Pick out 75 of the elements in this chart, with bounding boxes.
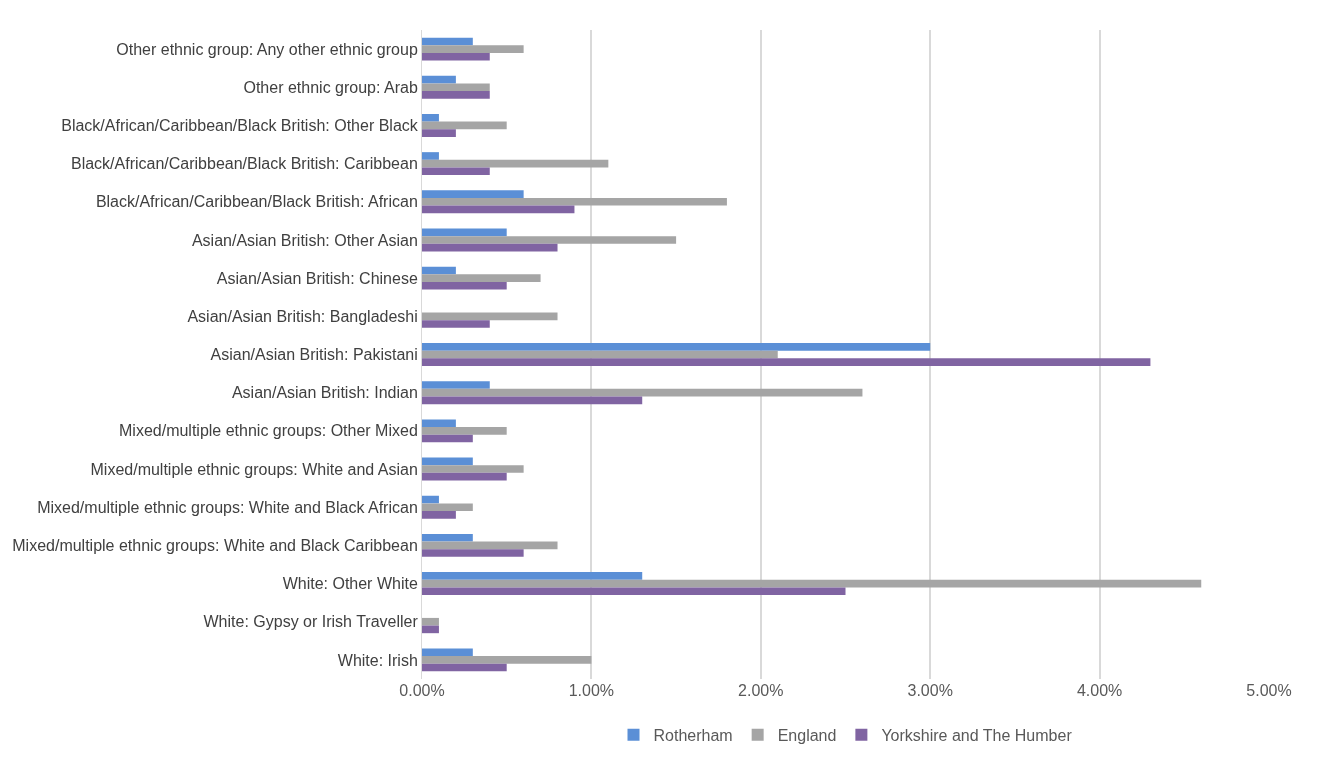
bar (422, 648, 473, 657)
bar (422, 320, 490, 328)
bar (422, 205, 575, 214)
bar (422, 266, 456, 275)
bar (422, 472, 507, 481)
bar (422, 434, 473, 443)
legend-label: Yorkshire and The Humber (881, 727, 1073, 745)
bar (422, 129, 456, 137)
bar (422, 197, 727, 206)
bar (422, 343, 931, 351)
x-tick-label: 1.00% (568, 682, 615, 699)
y-tick-label: Other ethnic group: Arab (243, 78, 418, 96)
y-tick-label: Asian/Asian British: Indian (231, 384, 418, 402)
bar (422, 663, 507, 672)
bar (422, 503, 473, 512)
y-tick-label: White: Irish (337, 651, 418, 669)
y-tick-label: Mixed/multiple ethnic groups: Other Mixed (119, 422, 418, 440)
bar (422, 625, 439, 634)
y-tick-label: Asian/Asian British: Bangladeshi (187, 307, 418, 325)
bar (422, 495, 439, 504)
x-tick-label: 0.00% (399, 682, 445, 699)
y-tick-label: Asian/Asian British: Chinese (216, 269, 418, 287)
y-tick-label: Black/African/Caribbean/Black British: African (95, 193, 418, 211)
bar (422, 236, 677, 244)
bar (422, 152, 439, 160)
bar (422, 274, 541, 282)
bar (422, 91, 490, 99)
bar (422, 388, 863, 397)
bar (422, 579, 1202, 588)
bar (422, 656, 592, 664)
bar (422, 511, 456, 519)
y-tick-label: White: Gypsy or Irish Traveller (203, 613, 419, 631)
bar (422, 190, 524, 198)
x-tick-label: 5.00% (1246, 682, 1292, 699)
bar (422, 113, 439, 122)
y-tick-label: Asian/Asian British: Pakistani (210, 346, 418, 364)
y-tick-label: Asian/Asian British: Other Asian (191, 231, 418, 249)
bar (422, 549, 524, 557)
bar (422, 617, 439, 626)
bar (422, 427, 507, 435)
bar (422, 159, 609, 168)
bar (422, 419, 456, 428)
y-tick-label: White: Other White (282, 575, 418, 593)
bar (422, 228, 507, 237)
bar (422, 121, 507, 130)
bar (422, 243, 558, 252)
bar (422, 83, 490, 92)
bar (422, 381, 490, 389)
legend-label: Rotherham (653, 727, 733, 745)
bar (422, 350, 778, 359)
bar (422, 396, 643, 405)
legend-label: England (777, 727, 837, 745)
bar (422, 572, 643, 580)
bar (422, 533, 473, 542)
x-tick-label: 3.00% (907, 682, 953, 699)
bar (422, 457, 473, 466)
y-tick-label: Black/African/Caribbean/Black British: Other Black (61, 117, 419, 135)
bar (422, 465, 524, 473)
y-tick-label: Mixed/multiple ethnic groups: White and Black Caribbean (12, 536, 418, 554)
bar (422, 541, 558, 550)
bar (422, 358, 1151, 366)
bar (422, 587, 846, 596)
x-tick-label: 2.00% (738, 682, 784, 699)
bar (422, 52, 490, 61)
y-tick-label: Mixed/multiple ethnic groups: White and Black African (37, 498, 418, 516)
bar (422, 312, 558, 321)
bar (422, 281, 507, 290)
bar (422, 37, 473, 46)
bar (422, 75, 456, 84)
bar (422, 45, 524, 53)
y-tick-label: Other ethnic group: Any other ethnic group (116, 40, 418, 58)
y-tick-label: Black/African/Caribbean/Black British: Caribbean (70, 155, 418, 173)
y-tick-label: Mixed/multiple ethnic groups: White and Asian (90, 460, 418, 478)
x-tick-label: 4.00% (1076, 682, 1123, 699)
bar (422, 167, 490, 176)
